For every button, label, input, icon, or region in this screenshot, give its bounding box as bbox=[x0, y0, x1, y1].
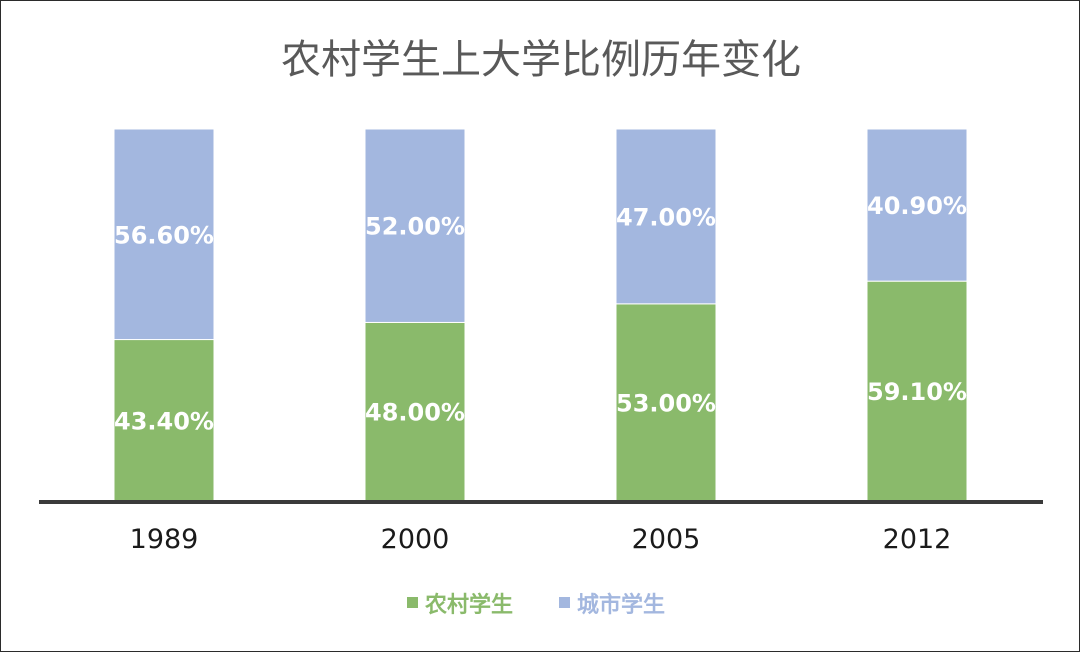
legend: 农村学生 城市学生 bbox=[407, 592, 665, 618]
bar-urban-2005 bbox=[615, 128, 717, 305]
x-tick-label-2012: 2012 bbox=[883, 524, 952, 555]
data-label-urban-2005: 47.00% bbox=[616, 203, 716, 231]
legend-label-urban: 城市学生 bbox=[577, 592, 665, 618]
data-label-rural-2000: 48.00% bbox=[365, 399, 465, 427]
bar-rural-2005 bbox=[615, 303, 717, 502]
data-label-rural-2012: 59.10% bbox=[867, 378, 967, 406]
data-label-urban-2012: 40.90% bbox=[867, 192, 967, 220]
bar-rural-1989 bbox=[113, 339, 215, 502]
x-tick-label-2005: 2005 bbox=[632, 524, 701, 555]
bar-urban-2000 bbox=[364, 128, 466, 323]
data-label-rural-1989: 43.40% bbox=[114, 407, 214, 435]
bar-urban-2012 bbox=[866, 128, 968, 282]
x-tick-label-2000: 2000 bbox=[381, 524, 450, 555]
x-tick-label-1989: 1989 bbox=[130, 524, 199, 555]
legend-swatch-urban bbox=[559, 597, 570, 608]
bar-urban-1989 bbox=[113, 128, 215, 341]
data-label-rural-2005: 53.00% bbox=[616, 389, 716, 417]
chart-title: 农村学生上大学比例历年变化 bbox=[281, 37, 801, 83]
bars-group: 43.40% 56.60% 48.00% 52.00% 53.00% 47.00% 59.1… bbox=[113, 128, 968, 502]
legend-swatch-rural bbox=[407, 597, 418, 608]
data-label-urban-1989: 56.60% bbox=[114, 221, 214, 249]
x-tick-labels: 1989 2000 2005 2012 bbox=[130, 524, 952, 555]
data-label-urban-2000: 52.00% bbox=[365, 213, 465, 241]
legend-label-rural: 农村学生 bbox=[424, 592, 513, 618]
